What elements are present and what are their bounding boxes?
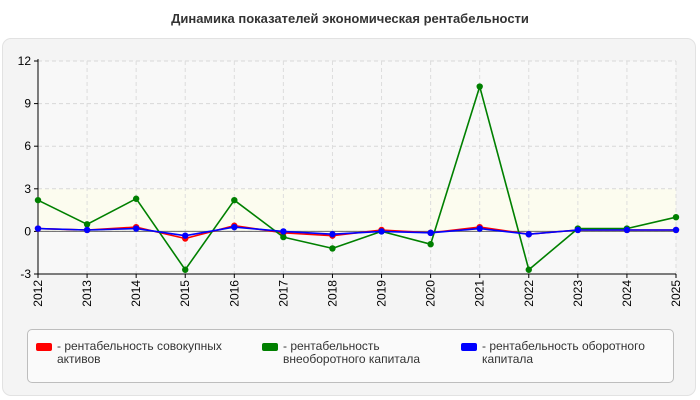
data-point bbox=[280, 233, 287, 241]
data-point bbox=[427, 240, 434, 248]
x-tick-label: 2016 bbox=[227, 280, 241, 307]
data-point bbox=[672, 214, 680, 221]
legend-label: - рентабельность внеоборотного капитала bbox=[283, 339, 420, 366]
y-tick-label: 9 bbox=[24, 97, 31, 111]
x-tick-label: 2015 bbox=[178, 280, 192, 307]
legend-item-working-capital[interactable]: - рентабельность оборотного капитала bbox=[461, 340, 687, 366]
data-point bbox=[378, 228, 385, 235]
data-point bbox=[34, 225, 42, 232]
data-point bbox=[476, 225, 483, 232]
x-tick-label: 2018 bbox=[325, 280, 339, 307]
data-point bbox=[182, 266, 189, 273]
x-tick-label: 2019 bbox=[375, 280, 389, 307]
grid bbox=[38, 60, 677, 275]
data-point bbox=[34, 196, 42, 204]
x-tick-label: 2013 bbox=[80, 280, 94, 307]
series bbox=[34, 83, 680, 273]
data-point bbox=[427, 229, 434, 237]
data-point bbox=[132, 195, 140, 202]
y-tick-label: 0 bbox=[24, 224, 31, 238]
data-point bbox=[329, 231, 336, 238]
legend-item-noncurrent-capital[interactable]: - рентабельность внеоборотного капитала bbox=[262, 340, 448, 366]
legend-label: - рентабельность оборотного капитала bbox=[482, 339, 645, 366]
y-tick-label: 6 bbox=[24, 139, 31, 153]
legend-item-total-assets[interactable]: - рентабельность совокупных активов bbox=[36, 340, 247, 366]
x-tick-label: 2012 bbox=[31, 280, 45, 307]
data-point bbox=[525, 266, 532, 273]
legend-swatch bbox=[36, 343, 52, 351]
legend: - рентабельность совокупных активов - ре… bbox=[27, 329, 674, 383]
data-point bbox=[83, 221, 91, 228]
data-point bbox=[574, 226, 582, 234]
x-tick-label: 2025 bbox=[669, 280, 683, 307]
data-point bbox=[476, 83, 483, 90]
x-tick-label: 2021 bbox=[473, 280, 487, 307]
data-point bbox=[525, 231, 532, 238]
data-point bbox=[231, 196, 238, 204]
data-point bbox=[672, 226, 680, 234]
x-tick-label: 2014 bbox=[129, 280, 143, 307]
data-point bbox=[132, 225, 140, 232]
legend-swatch bbox=[262, 343, 278, 351]
data-point bbox=[329, 245, 336, 252]
x-tick-label: 2023 bbox=[571, 280, 585, 307]
data-point bbox=[623, 226, 631, 234]
tick-labels: -3 0 3 6 9 12 2012 2013 2014 2015 2016 2017 2018 2019… bbox=[18, 54, 683, 307]
legend-swatch bbox=[461, 343, 477, 351]
x-tick-label: 2020 bbox=[424, 280, 438, 307]
grid-band bbox=[38, 61, 676, 104]
x-tick-label: 2024 bbox=[620, 280, 634, 307]
data-point bbox=[182, 232, 189, 239]
x-tick-label: 2022 bbox=[522, 280, 536, 307]
data-point bbox=[231, 223, 238, 231]
grid-band bbox=[38, 103, 676, 147]
chart-title: Динамика показателей экономическая рента… bbox=[171, 11, 529, 26]
legend-label: - рентабельность совокупных активов bbox=[57, 339, 222, 366]
y-tick-label: -3 bbox=[20, 267, 31, 281]
series-line-3 bbox=[37, 226, 676, 237]
grid-band bbox=[38, 231, 676, 274]
data-point bbox=[83, 226, 91, 234]
grid-band bbox=[38, 146, 676, 189]
data-point bbox=[280, 228, 287, 235]
y-tick-label: 12 bbox=[18, 54, 32, 68]
series-line-2 bbox=[37, 85, 677, 271]
x-tick-label: 2017 bbox=[276, 280, 290, 307]
y-tick-label: 3 bbox=[24, 182, 31, 196]
grid-band bbox=[38, 188, 676, 232]
